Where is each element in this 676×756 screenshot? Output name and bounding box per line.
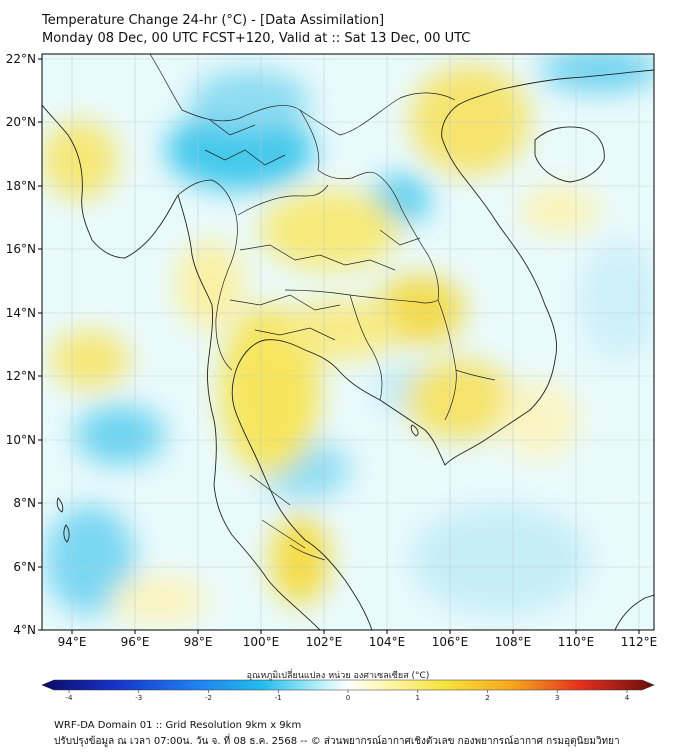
lon-label: 98°E [184, 635, 213, 649]
lon-label: 110°E [558, 635, 595, 649]
lon-label: 100°E [243, 635, 280, 649]
colorbar-label: อุณหภูมิเปลี่ยนแปลง หน่วย องศาเซลเซียส (… [246, 671, 430, 681]
latitude-labels: 22°N 20°N 18°N 16°N 14°N 12°N 10°N 8°N 6… [6, 52, 36, 637]
lat-label: 10°N [6, 433, 36, 447]
lat-label: 14°N [6, 306, 36, 320]
map-frame [41, 53, 655, 631]
colorbar-tick-label: -3 [135, 694, 142, 700]
lat-label: 8°N [13, 496, 36, 510]
footer-credit: ปรับปรุงข้อมูล ณ เวลา 07:00น. วัน จ. ที่… [54, 736, 620, 747]
coastlines [42, 69, 654, 630]
lon-label: 96°E [121, 635, 150, 649]
axis-ticks [38, 58, 640, 634]
lon-label: 104°E [369, 635, 406, 649]
lat-label: 20°N [6, 115, 36, 129]
footer-resolution: WRF-DA Domain 01 :: Grid Resolution 9km … [54, 720, 302, 731]
map-title: Temperature Change 24-hr (°C) - [Data As… [42, 13, 385, 28]
colorbar: -4 -3 -2 -1 0 1 2 3 4 [41, 679, 655, 700]
lon-label: 106°E [432, 635, 469, 649]
lon-label: 108°E [495, 635, 532, 649]
lon-label: 102°E [306, 635, 343, 649]
colorbar-tick-label: 3 [555, 694, 559, 700]
lat-label: 4°N [13, 623, 36, 637]
lon-label: 94°E [58, 635, 87, 649]
colorbar-tick-label: 2 [485, 694, 489, 700]
temperature-change-map: 22°N 20°N 18°N 16°N 14°N 12°N 10°N 8°N 6… [6, 52, 658, 700]
temperature-field [42, 54, 654, 630]
colorbar-tick-label: 0 [346, 694, 350, 700]
lat-label: 22°N [6, 52, 36, 66]
lat-label: 6°N [13, 560, 36, 574]
colorbar-tick-label: 1 [416, 694, 420, 700]
colorbar-ticks: -4 -3 -2 -1 0 1 2 3 4 [66, 690, 630, 700]
lat-label: 18°N [6, 179, 36, 193]
colorbar-bar [41, 679, 655, 691]
lat-label: 12°N [6, 369, 36, 383]
colorbar-tick-label: -1 [275, 694, 282, 700]
country-borders [149, 54, 496, 561]
lon-label: 112°E [621, 635, 658, 649]
map-subtitle: Monday 08 Dec, 00 UTC FCST+120, Valid at… [42, 31, 471, 46]
lat-label: 16°N [6, 242, 36, 256]
gridlines [42, 54, 654, 630]
colorbar-tick-label: -4 [66, 694, 74, 700]
colorbar-tick-label: 4 [625, 694, 630, 700]
colorbar-tick-label: -2 [205, 694, 212, 700]
longitude-labels: 94°E 96°E 98°E 100°E 102°E 104°E 106°E 1… [58, 635, 658, 649]
